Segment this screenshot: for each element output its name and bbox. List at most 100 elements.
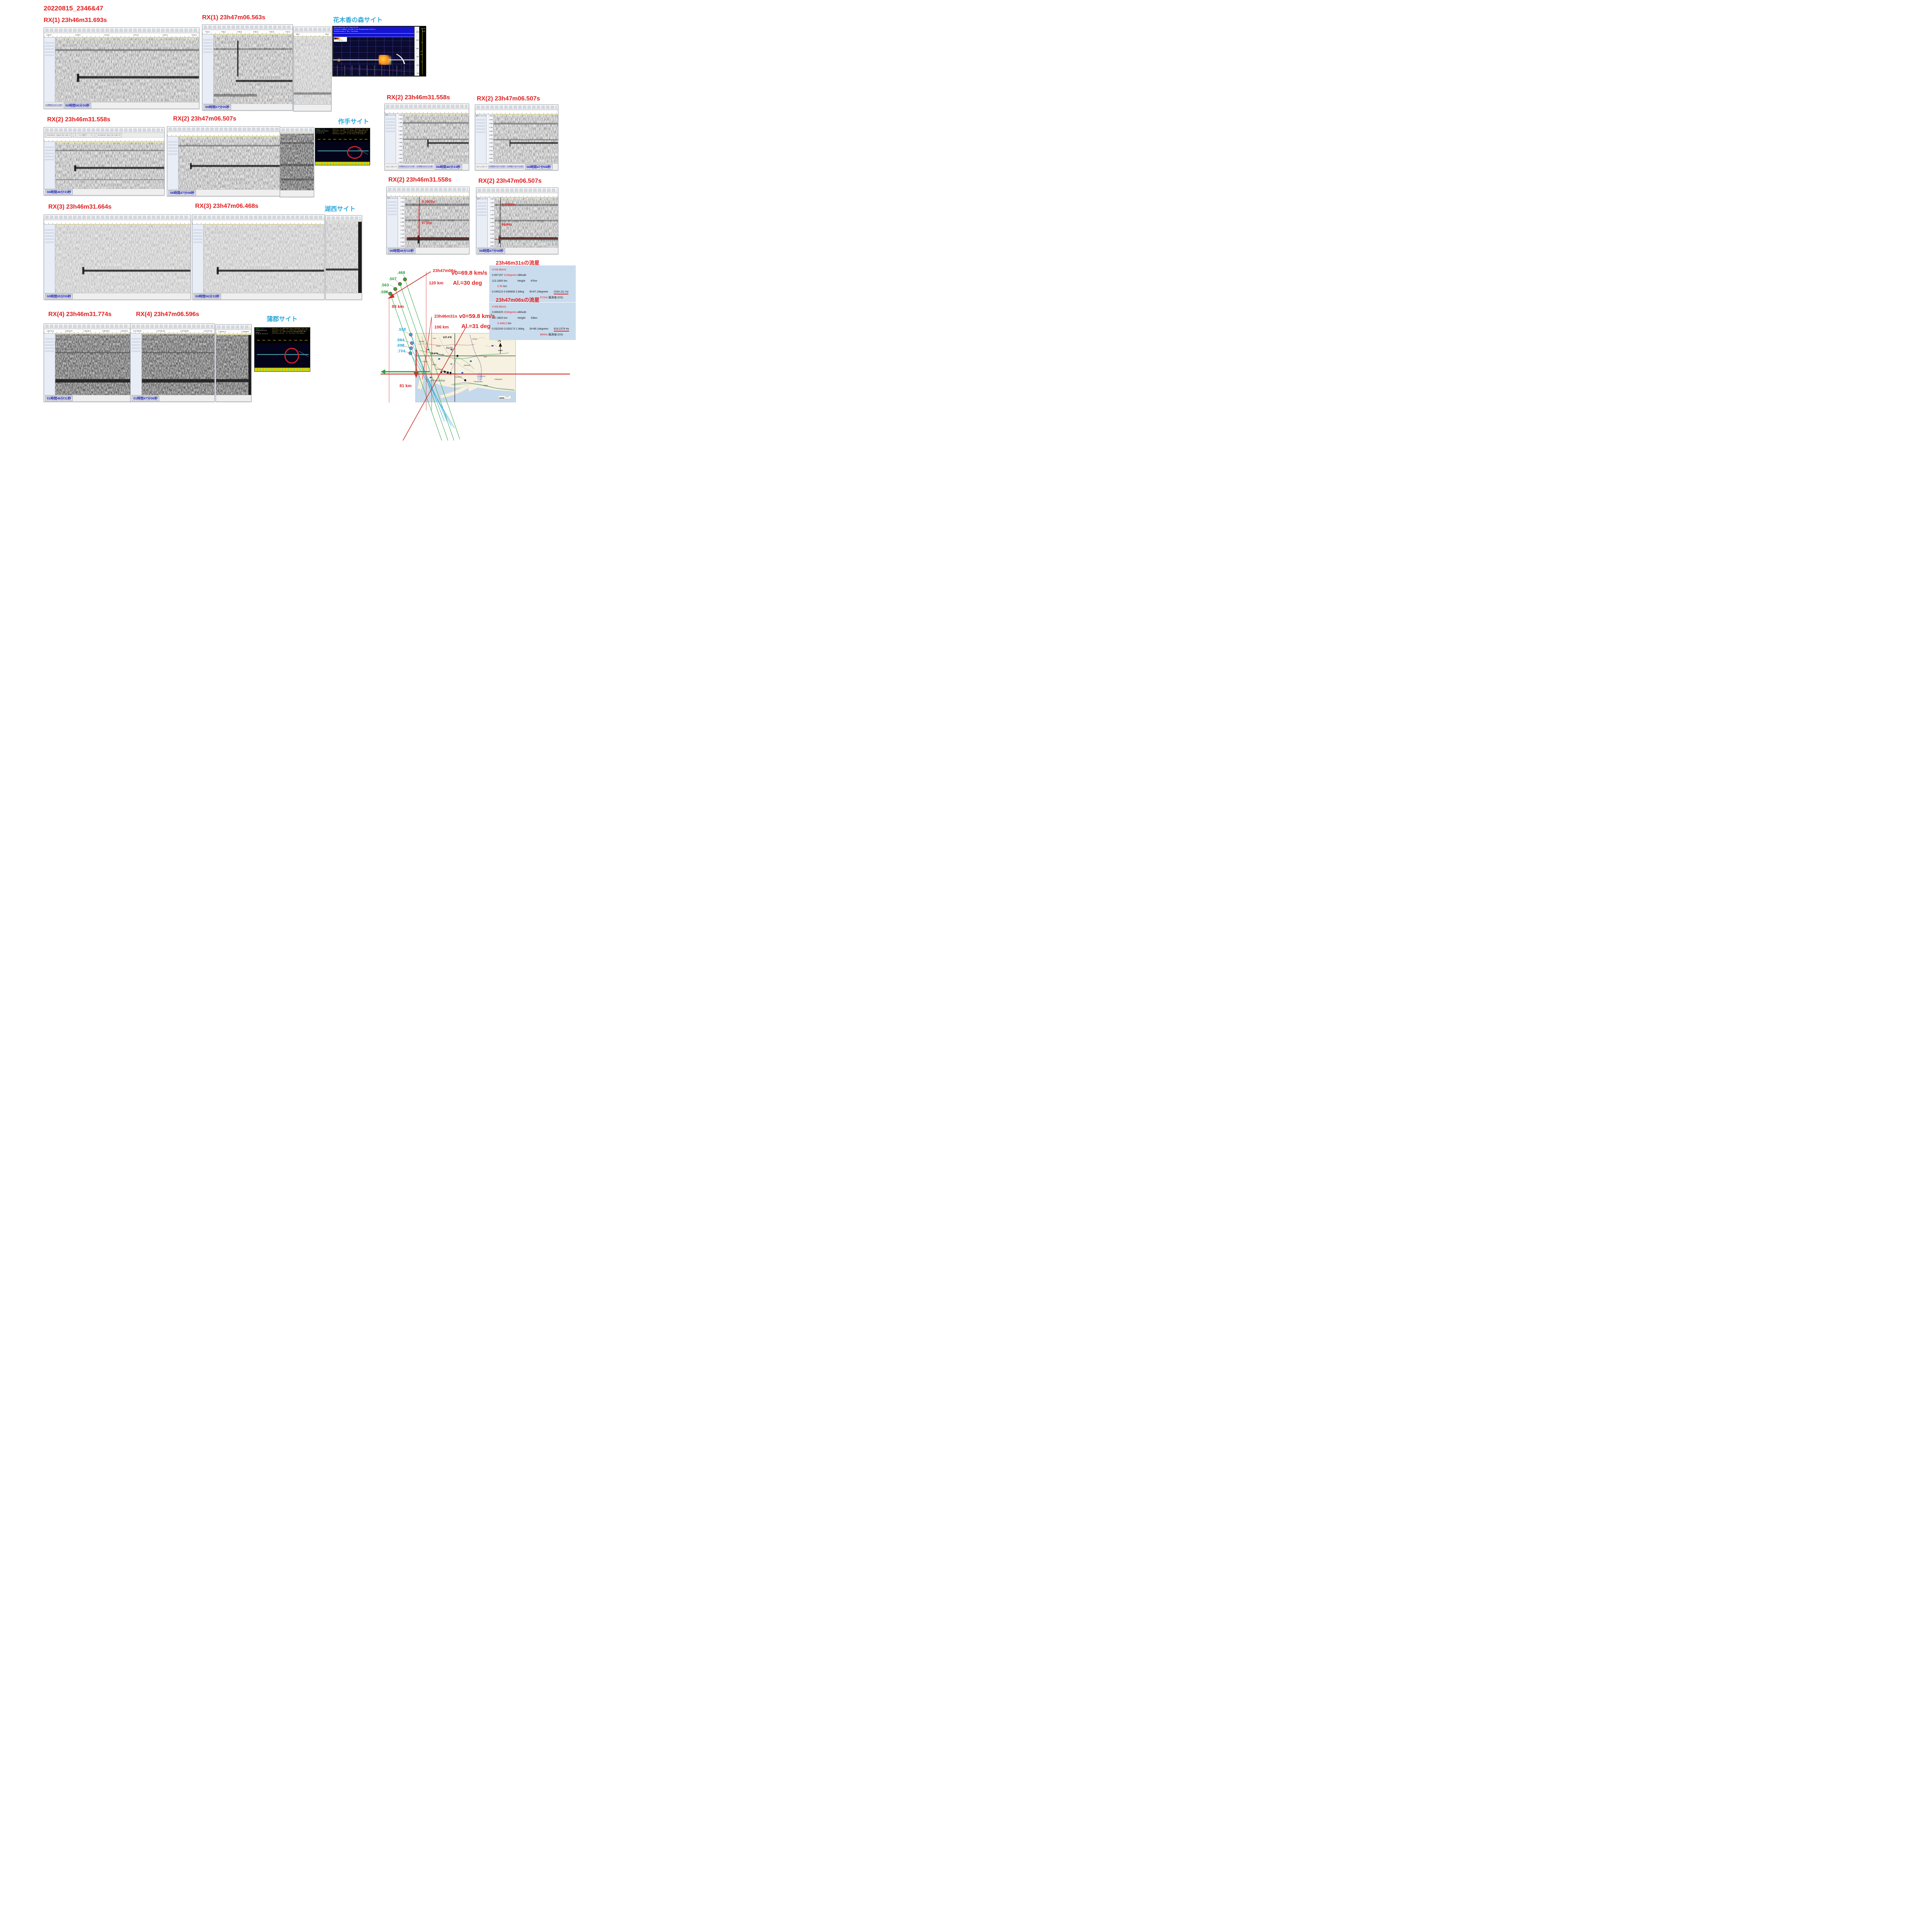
svg-text:L. Hamana: L. Hamana xyxy=(478,375,486,377)
spectrogram[interactable] xyxy=(216,334,251,395)
dot46-label-1: .558 xyxy=(398,327,406,332)
track-control-panel[interactable] xyxy=(44,224,55,293)
timeline-ruler[interactable] xyxy=(476,193,558,197)
selection-time-badge[interactable]: 06時間46分33秒 xyxy=(45,189,73,195)
spectrogram[interactable] xyxy=(55,224,190,293)
audacity-toolbar[interactable] xyxy=(280,128,314,133)
audacity-window-rx2-annotated-1: 音声トラック #1 2.00k 1.90k 1.80k 1.70k 1.60k 1.50k… xyxy=(386,187,469,254)
audacity-toolbar[interactable] xyxy=(167,127,280,132)
spectrogram[interactable] xyxy=(142,333,214,395)
spectrogram[interactable] xyxy=(55,333,130,395)
time-ticks: 2341 2342 2343 2344 2345 2346 2347 2348 2349 2350 xyxy=(318,138,367,140)
timeline-ruler[interactable]: 1:46:31.0 1:46:31.5 1:46:32.0 1:46:32.5 1:46… xyxy=(44,329,130,333)
audacity-toolbar[interactable] xyxy=(294,27,331,32)
timeline-ruler[interactable] xyxy=(192,220,324,224)
meteor-echo-blob xyxy=(378,55,392,65)
frequency-scale: 2.00k 1.90k 1.80k 1.70k 1.60k 1.50k 1.40k 1.30k… xyxy=(488,197,495,247)
audacity-toolbar[interactable] xyxy=(385,104,469,109)
device-toolbar[interactable]: VoiceMeeter Output (VB-Audio Vo (モノラル) 録音… xyxy=(44,133,164,138)
selection-time-badge[interactable]: 06時間47分08秒 xyxy=(525,164,553,170)
duration-annotation: 0.0494s xyxy=(502,202,515,207)
audacity-toolbar[interactable] xyxy=(44,128,164,133)
rx3-time-label-2: RX(3) 23h47m06.468s xyxy=(195,203,259,209)
selection-time-badge[interactable]: 06時間46分33秒 xyxy=(388,248,416,253)
spectrogram[interactable] xyxy=(55,142,164,189)
longitude-label: 137.4°E xyxy=(443,336,452,339)
selection-time-badge[interactable]: 00時間05分59秒 xyxy=(45,294,73,299)
signal-level-bar xyxy=(315,162,370,165)
selection-time-badge[interactable]: 06時間47分08秒 xyxy=(168,190,196,196)
carrier-line xyxy=(257,354,309,355)
spectrogram[interactable] xyxy=(294,37,331,104)
spectrogram[interactable] xyxy=(280,133,314,190)
spectrogram[interactable] xyxy=(204,224,324,293)
track-control-panel[interactable] xyxy=(44,142,55,189)
track-control-panel[interactable]: 音声トラック #1 xyxy=(387,197,398,247)
spectrogram[interactable] xyxy=(179,136,280,189)
timeline-ruler[interactable]: 58.0 59.0 xyxy=(294,32,331,37)
timeline-ruler[interactable]: 6:30.0 6:30.5 6:31.0 6:31.5 6:32.0 6:32.5 xyxy=(44,33,199,37)
meteor1-panel-title: 23h46m31sの流星 xyxy=(496,260,540,266)
traj-al47-label: Al.=30 deg xyxy=(453,280,482,286)
rx1-time-label-2: RX(1) 23h47m06.563s xyxy=(202,14,265,21)
spectrogram[interactable]: 0.0925s 971Hz xyxy=(405,197,469,247)
track-control-panel[interactable] xyxy=(44,37,55,102)
audacity-toolbar[interactable] xyxy=(44,324,130,329)
spectrogram[interactable] xyxy=(55,37,199,102)
audacity-toolbar[interactable] xyxy=(44,28,199,33)
meteor-echo-blob-small xyxy=(337,58,340,63)
svg-text:Nishio: Nishio xyxy=(432,364,437,366)
track-control-panel[interactable] xyxy=(131,333,142,395)
spectrogram[interactable] xyxy=(493,114,558,163)
audacity-toolbar[interactable] xyxy=(476,188,558,193)
spectrogram[interactable] xyxy=(214,34,293,104)
meteor-highlight-circle xyxy=(347,146,362,159)
timeline-ruler[interactable] xyxy=(475,110,558,114)
selection-toolbar: 00時間05分59秒 xyxy=(44,293,190,299)
dot46-label-3: .698 xyxy=(396,343,405,348)
audacity-toolbar[interactable] xyxy=(326,216,362,221)
hrofft-spectrogram: 2022-08-15 23:40:00 2022-08-15 23:41:00 20… xyxy=(333,37,414,76)
svg-text:Toyota: Toyota xyxy=(436,345,441,347)
selection-time-badge[interactable]: 00時間06分33秒 xyxy=(194,294,221,299)
selection-time-badge[interactable]: 06時間46分33秒 xyxy=(434,164,462,170)
timeline-ruler[interactable] xyxy=(387,192,469,197)
rx2-time-label-3: RX(2) 23h46m31.558s xyxy=(387,94,450,101)
spectrogram[interactable] xyxy=(326,221,362,293)
audacity-toolbar[interactable] xyxy=(216,325,251,330)
timeline-ruler[interactable] xyxy=(167,132,280,136)
svg-text:Seto: Seto xyxy=(433,337,436,339)
track-control-panel[interactable] xyxy=(44,333,55,395)
audacity-toolbar[interactable] xyxy=(475,105,558,110)
selection-time-badge[interactable]: 01時間47分06秒 xyxy=(132,396,160,401)
track-control-panel[interactable] xyxy=(202,34,214,104)
timeline-ruler[interactable] xyxy=(385,109,469,114)
timeline-ruler[interactable]: 1:40:57.0 1:40:58.0 xyxy=(216,330,251,334)
timeline-ruler[interactable]: 7:04.5 7:05.0 7:05.5 7:06.0 7:06.5 7:07.0 xyxy=(202,30,293,34)
timeline-ruler[interactable] xyxy=(44,138,164,142)
meteor2-panel-title: 23h47m06sの流星 xyxy=(496,297,540,303)
selection-time-badge[interactable]: 01時間46分31秒 xyxy=(45,396,73,401)
audacity-toolbar[interactable] xyxy=(387,187,469,192)
selection-time-badge[interactable]: 00時間06分30秒 xyxy=(63,103,91,108)
selection-toolbar xyxy=(280,190,314,197)
spectrogram[interactable]: 0.0494s 864Hz xyxy=(495,197,558,247)
track-control-panel[interactable] xyxy=(192,224,204,293)
audacity-toolbar[interactable] xyxy=(202,25,293,30)
track-control-panel[interactable]: 音声トラック #1 xyxy=(476,197,488,247)
audacity-toolbar[interactable] xyxy=(192,215,324,220)
selection-time-badge[interactable]: 00時間07分05秒 xyxy=(204,104,231,110)
spectrogram[interactable] xyxy=(403,114,469,163)
audacity-toolbar[interactable] xyxy=(44,215,190,220)
selection-time-badge[interactable]: 06時間47分08秒 xyxy=(478,248,505,253)
timeline-ruler[interactable]: 1:47:06.00 1:47:06.40 1:47:06.80 1:47:07.20 xyxy=(131,329,214,333)
doppler-trace xyxy=(298,351,308,357)
track-control-panel[interactable]: 音声トラック #1 xyxy=(385,114,396,163)
audacity-toolbar[interactable] xyxy=(131,324,214,329)
selection-toolbar xyxy=(294,104,331,111)
track-control-panel[interactable] xyxy=(167,136,179,189)
percent-scale: 50 %0 %-50 xyxy=(421,28,425,32)
track-control-panel[interactable]: 音声トラック #1 xyxy=(475,114,486,163)
selection-toolbar: スナップモード 06時間46分32.644秒 06時間46分32.644秒 06時… xyxy=(385,163,469,170)
timeline-ruler[interactable] xyxy=(44,220,190,224)
